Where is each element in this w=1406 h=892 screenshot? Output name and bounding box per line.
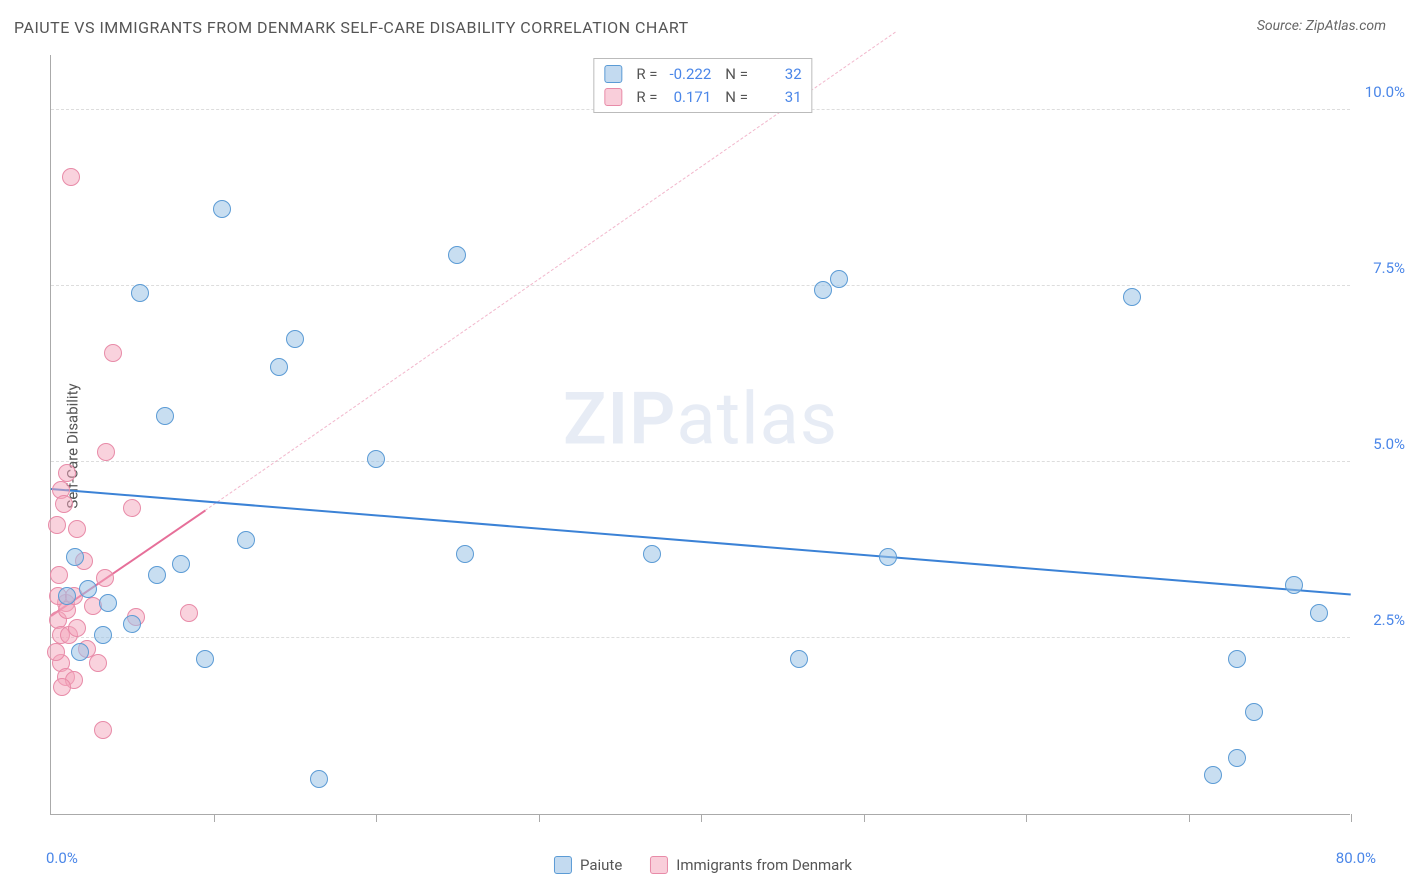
n-value: 32 — [752, 63, 802, 86]
data-point — [79, 580, 97, 598]
data-point — [286, 330, 304, 348]
y-tick-label: 2.5% — [1373, 611, 1405, 629]
x-tick — [539, 814, 540, 822]
data-point — [172, 555, 190, 573]
data-point — [1285, 576, 1303, 594]
data-point — [790, 650, 808, 668]
data-point — [237, 531, 255, 549]
data-point — [48, 516, 66, 534]
data-point — [270, 358, 288, 376]
swatch-blue — [554, 856, 572, 874]
watermark-rest: atlas — [676, 377, 838, 462]
legend-item: Paiute — [554, 856, 622, 874]
data-point — [97, 443, 115, 461]
data-point — [456, 545, 474, 563]
source-attribution: Source: ZipAtlas.com — [1257, 18, 1386, 34]
data-point — [367, 450, 385, 468]
y-tick-label: 5.0% — [1373, 435, 1405, 453]
data-point — [99, 594, 117, 612]
data-point — [1204, 766, 1222, 784]
data-point — [196, 650, 214, 668]
swatch-pink — [604, 88, 622, 106]
swatch-blue — [604, 65, 622, 83]
x-tick — [376, 814, 377, 822]
gridline — [51, 637, 1350, 638]
y-tick-label: 7.5% — [1373, 259, 1405, 277]
r-label: R = — [636, 65, 657, 83]
bottom-legend: Paiute Immigrants from Denmark — [554, 856, 852, 874]
x-tick — [864, 814, 865, 822]
plot-area: ZIPatlas 2.5%5.0%7.5%10.0% — [50, 55, 1350, 815]
n-label: N = — [725, 65, 748, 83]
y-tick-label: 10.0% — [1365, 83, 1405, 101]
data-point — [89, 654, 107, 672]
data-point — [156, 407, 174, 425]
data-point — [123, 615, 141, 633]
data-point — [814, 281, 832, 299]
r-value: 0.171 — [661, 86, 711, 109]
data-point — [213, 200, 231, 218]
data-point — [71, 643, 89, 661]
r-label: R = — [636, 88, 657, 106]
data-point — [66, 548, 84, 566]
data-point — [310, 770, 328, 788]
data-point — [131, 284, 149, 302]
legend-label: Paiute — [580, 856, 622, 874]
x-tick — [214, 814, 215, 822]
n-value: 31 — [752, 86, 802, 109]
watermark: ZIPatlas — [563, 377, 838, 462]
data-point — [448, 246, 466, 264]
data-point — [1310, 604, 1328, 622]
swatch-pink — [650, 856, 668, 874]
data-point — [830, 270, 848, 288]
n-label: N = — [725, 88, 748, 106]
data-point — [643, 545, 661, 563]
x-tick — [701, 814, 702, 822]
legend-item: Immigrants from Denmark — [650, 856, 852, 874]
data-point — [94, 721, 112, 739]
data-point — [68, 619, 86, 637]
data-point — [180, 604, 198, 622]
data-point — [53, 678, 71, 696]
data-point — [879, 548, 897, 566]
data-point — [148, 566, 166, 584]
x-tick — [1026, 814, 1027, 822]
gridline — [51, 461, 1350, 462]
x-axis-max-label: 80.0% — [1336, 849, 1376, 867]
data-point — [1228, 749, 1246, 767]
data-point — [58, 587, 76, 605]
stats-row: R = -0.222 N = 32 — [604, 63, 801, 86]
x-tick — [1351, 814, 1352, 822]
data-point — [1228, 650, 1246, 668]
stats-row: R = 0.171 N = 31 — [604, 86, 801, 109]
data-point — [55, 495, 73, 513]
data-point — [96, 569, 114, 587]
data-point — [47, 643, 65, 661]
data-point — [68, 520, 86, 538]
data-point — [62, 168, 80, 186]
stats-legend: R = -0.222 N = 32 R = 0.171 N = 31 — [593, 58, 812, 113]
x-tick — [1189, 814, 1190, 822]
watermark-bold: ZIP — [563, 377, 676, 462]
data-point — [104, 344, 122, 362]
data-point — [58, 464, 76, 482]
data-point — [1123, 288, 1141, 306]
data-point — [50, 566, 68, 584]
data-point — [1245, 703, 1263, 721]
legend-label: Immigrants from Denmark — [676, 856, 852, 874]
x-axis-min-label: 0.0% — [46, 849, 78, 867]
r-value: -0.222 — [661, 63, 711, 86]
data-point — [123, 499, 141, 517]
chart-title: PAIUTE VS IMMIGRANTS FROM DENMARK SELF-C… — [14, 18, 689, 37]
gridline — [51, 285, 1350, 286]
data-point — [94, 626, 112, 644]
